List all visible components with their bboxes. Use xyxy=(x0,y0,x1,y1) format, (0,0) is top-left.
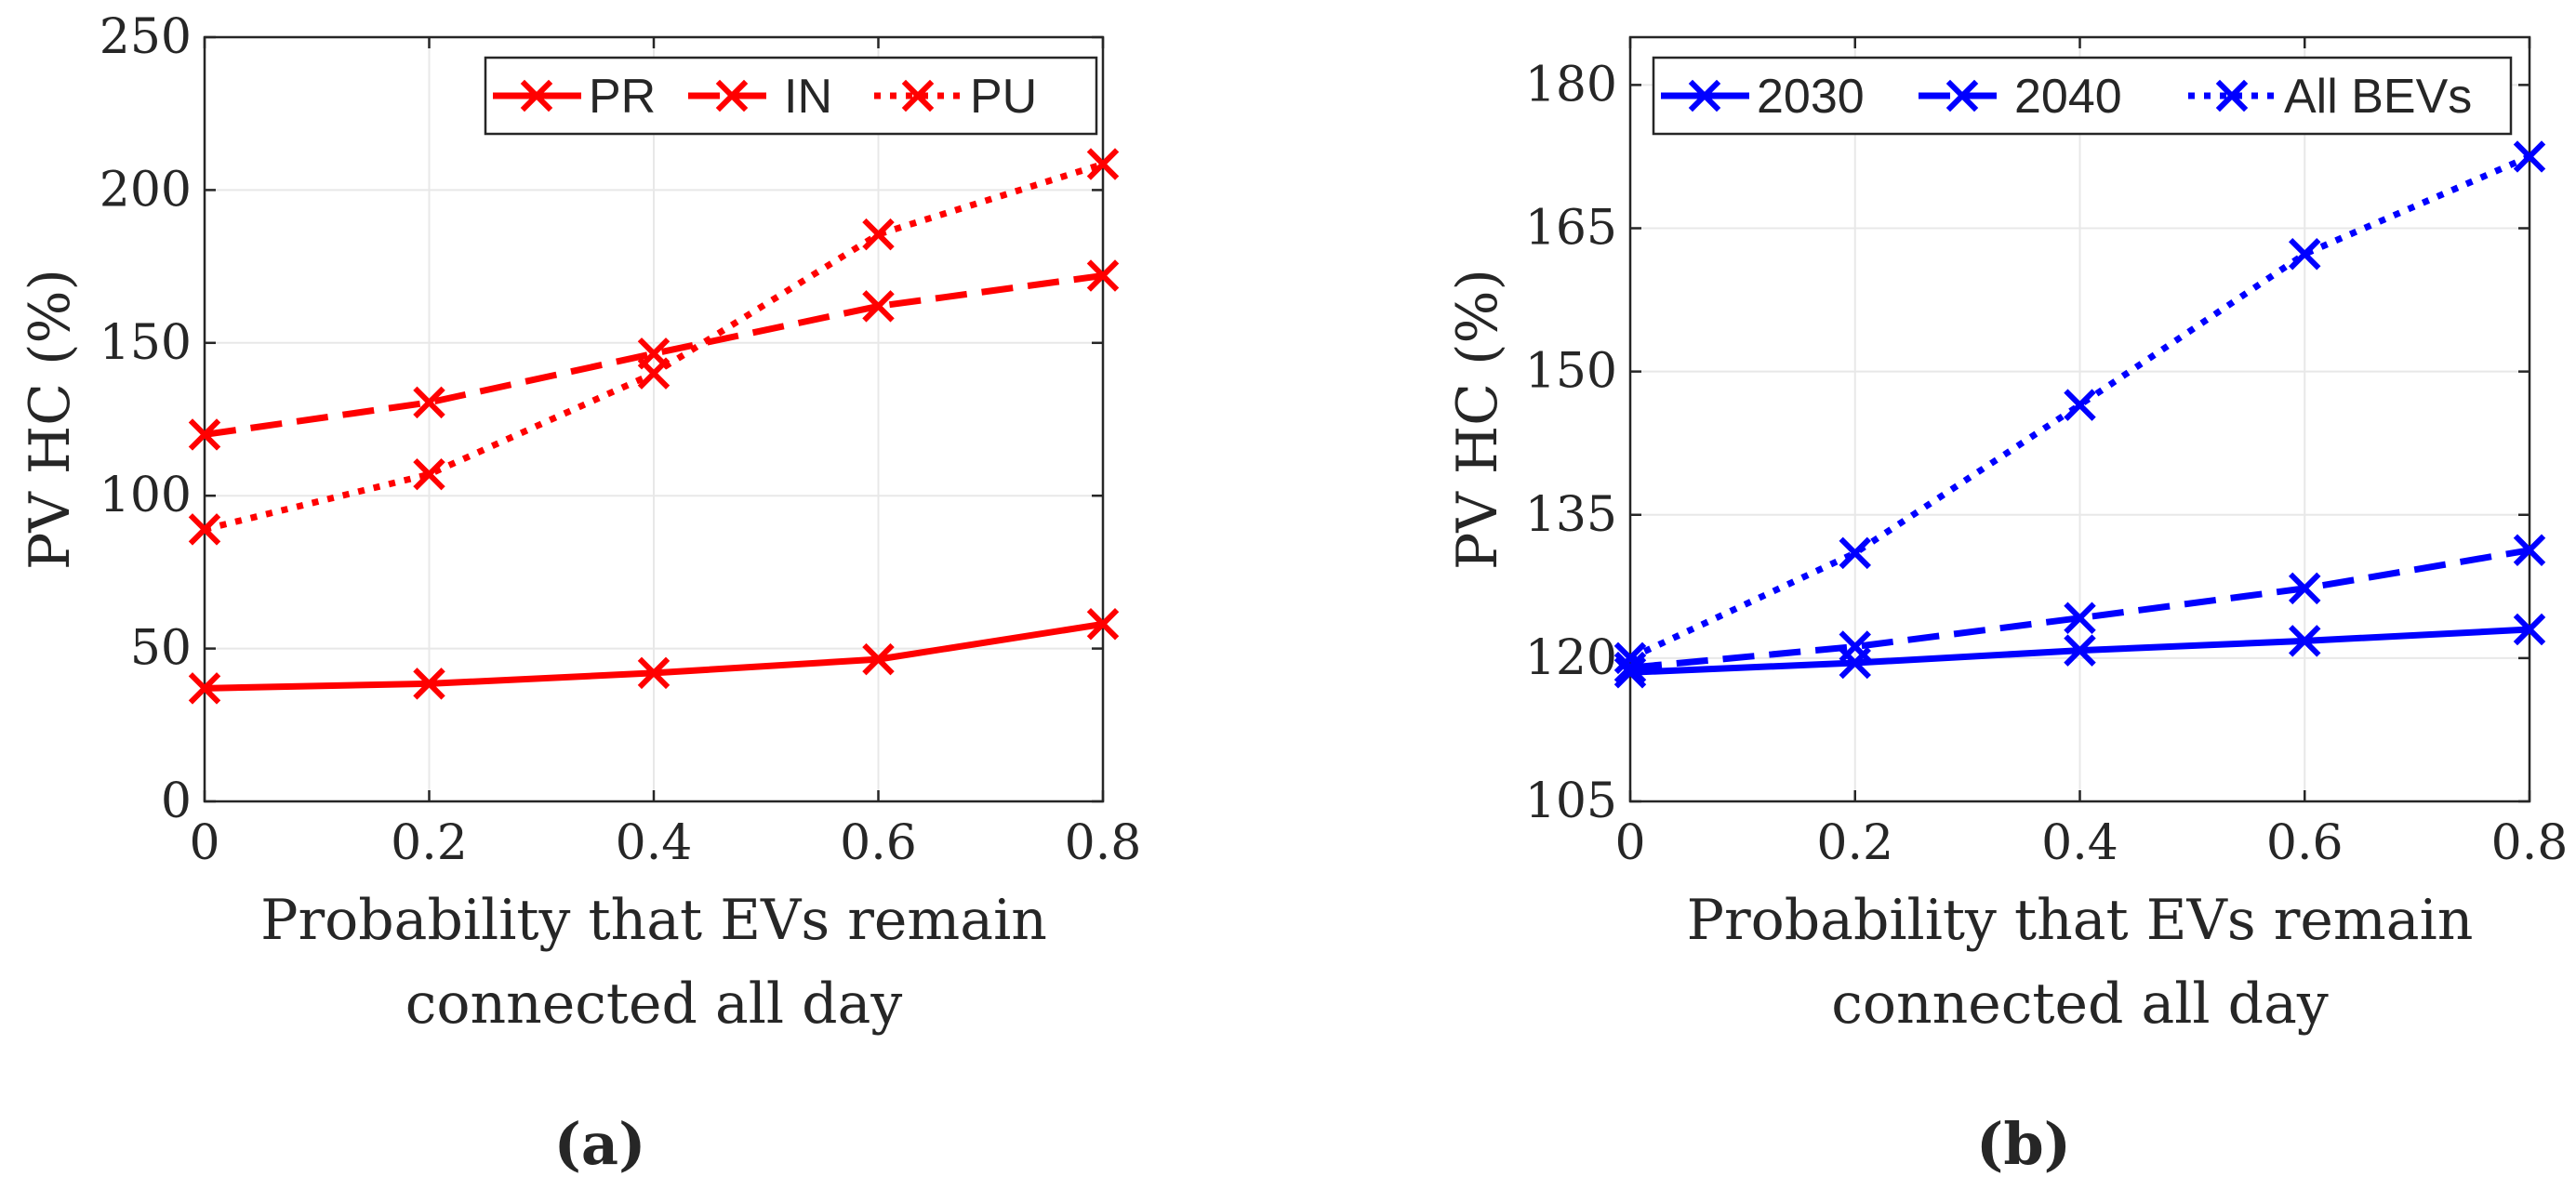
data-point-marker xyxy=(2064,602,2096,634)
y-tick-label: 105 xyxy=(1525,774,1617,829)
x-tick-label: 0.8 xyxy=(2491,815,2569,871)
y-tick-label: 100 xyxy=(100,468,192,523)
data-point-marker xyxy=(1613,651,1647,684)
data-point-marker xyxy=(862,290,895,323)
x-tick-label: 0.4 xyxy=(2041,815,2118,871)
data-point-marker xyxy=(188,513,221,546)
data-point-marker xyxy=(862,642,895,676)
legend-marker xyxy=(1945,79,1979,112)
x-tick-label: 0.2 xyxy=(391,815,468,871)
y-tick-label: 135 xyxy=(1525,487,1617,543)
x-tick-label: 0.6 xyxy=(840,815,917,871)
legend-marker xyxy=(901,79,935,112)
y-axis-label: PV HC (%) xyxy=(1445,269,1510,570)
legend-marker xyxy=(715,79,749,112)
data-point-marker xyxy=(413,668,445,700)
y-axis-label: PV HC (%) xyxy=(18,269,83,570)
data-point-marker xyxy=(2289,237,2321,271)
legend: 2030 2040 All BEVs xyxy=(1652,56,2513,136)
x-tick-label: 0 xyxy=(189,815,219,871)
x-axis-label-line-2: connected all day xyxy=(1831,972,2329,1037)
series-line-in xyxy=(204,271,1104,438)
legend-marker xyxy=(1688,79,1721,112)
data-point-marker xyxy=(413,457,445,491)
data-point-marker xyxy=(2513,534,2546,567)
x-axis-label-line-1: Probability that EVs remain xyxy=(1687,888,2474,953)
y-tick-label: 250 xyxy=(100,9,192,65)
legend-label: IN xyxy=(784,70,832,124)
x-axis-label-line-2: connected all day xyxy=(405,972,903,1037)
data-point-marker xyxy=(2064,634,2096,667)
data-point-marker xyxy=(413,386,445,419)
series-line-all-bevs xyxy=(1628,153,2531,662)
x-axis-label-line-1: Probability that EVs remain xyxy=(260,888,1047,953)
legend-marker xyxy=(520,79,553,112)
x-tick-label: 0.8 xyxy=(1065,815,1142,871)
y-tick-label: 150 xyxy=(1525,344,1617,400)
data-point-marker xyxy=(1839,630,1871,663)
x-tick-label: 0 xyxy=(1614,815,1645,871)
legend-label: PU xyxy=(970,70,1037,124)
legend-box xyxy=(1652,56,2513,136)
panel-label: (a) xyxy=(554,1110,646,1178)
data-point-marker xyxy=(2513,613,2546,646)
y-tick-label: 0 xyxy=(161,774,192,829)
y-tick-label: 180 xyxy=(1525,57,1617,112)
data-point-marker xyxy=(1086,148,1120,180)
legend-label: All BEVs xyxy=(2284,70,2472,124)
y-tick-label: 50 xyxy=(130,621,192,677)
panel-label: (b) xyxy=(1976,1110,2071,1178)
data-point-marker xyxy=(637,656,671,690)
legend: PR IN PU xyxy=(484,56,1098,136)
data-point-marker xyxy=(2289,572,2321,605)
legend-box xyxy=(484,56,1098,136)
series-line-2040 xyxy=(1629,547,2530,671)
x-tick-label: 0.2 xyxy=(1816,815,1893,871)
data-point-marker xyxy=(1839,536,1871,570)
y-tick-label: 150 xyxy=(100,315,192,371)
data-point-marker xyxy=(1613,641,1647,675)
y-tick-label: 120 xyxy=(1525,630,1617,686)
data-point-marker xyxy=(188,672,221,705)
y-tick-label: 200 xyxy=(100,162,192,218)
y-tick-label: 165 xyxy=(1525,201,1617,257)
data-point-marker xyxy=(637,357,671,390)
data-point-marker xyxy=(2289,625,2321,657)
data-point-marker xyxy=(1086,259,1120,292)
data-point-marker xyxy=(862,218,895,251)
data-point-marker xyxy=(1086,608,1120,641)
chart-panel-a: 0 0.2 0.4 0.6 0.8 0 50 100 150 200 250 Probability … xyxy=(18,9,1141,1178)
data-point-marker xyxy=(2513,140,2546,173)
x-tick-label: 0.4 xyxy=(616,815,693,871)
x-tick-label: 0.6 xyxy=(2266,815,2344,871)
legend-label: 2030 xyxy=(1757,70,1865,124)
legend-label: 2040 xyxy=(2014,70,2122,124)
legend-marker xyxy=(2215,79,2249,112)
data-point-marker xyxy=(2064,389,2096,421)
legend-label: PR xyxy=(589,70,656,124)
chart-panel-b: 0 0.2 0.4 0.6 0.8 105 120 135 150 165 180 Probabili… xyxy=(1445,35,2569,1178)
data-point-marker xyxy=(188,418,221,451)
